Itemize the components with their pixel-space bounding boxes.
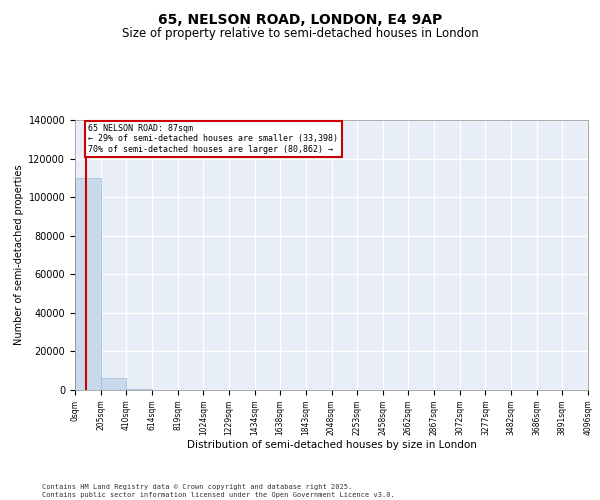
Bar [101,378,127,390]
Y-axis label: Number of semi-detached properties: Number of semi-detached properties [14,165,24,345]
Text: 65, NELSON ROAD, LONDON, E4 9AP: 65, NELSON ROAD, LONDON, E4 9AP [158,12,442,26]
Text: 65 NELSON ROAD: 87sqm
← 29% of semi-detached houses are smaller (33,398)
70% of : 65 NELSON ROAD: 87sqm ← 29% of semi-deta… [88,124,338,154]
Text: Size of property relative to semi-detached houses in London: Size of property relative to semi-detach… [122,28,478,40]
Bar [75,178,101,390]
Bar [127,389,152,390]
Text: Contains HM Land Registry data © Crown copyright and database right 2025.
Contai: Contains HM Land Registry data © Crown c… [42,484,395,498]
X-axis label: Distribution of semi-detached houses by size in London: Distribution of semi-detached houses by … [187,440,476,450]
